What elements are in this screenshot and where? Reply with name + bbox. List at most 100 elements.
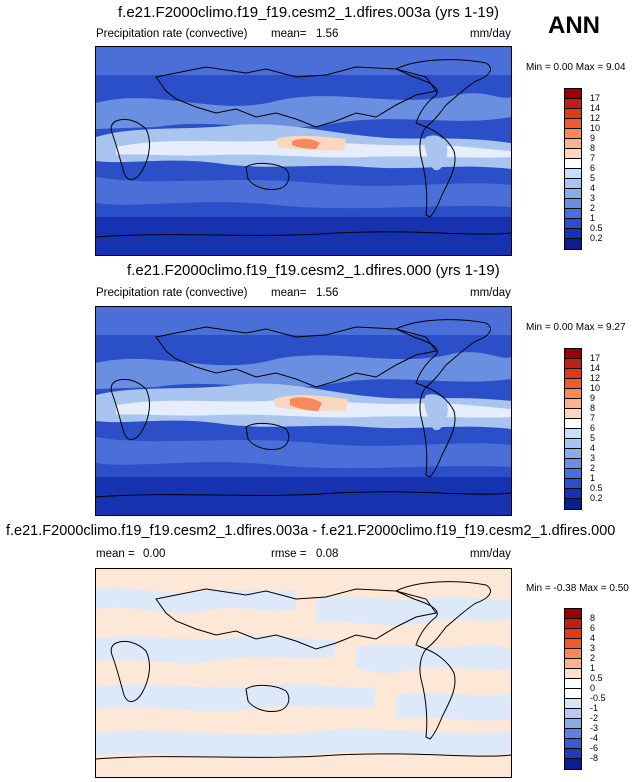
- colorbar-cell: [565, 139, 581, 149]
- colorbar-cell: [565, 689, 581, 699]
- panel2-variable: Precipitation rate (convective): [96, 287, 248, 299]
- colorbar-cell: [565, 89, 581, 99]
- panel2-title: f.e21.F2000climo.f19_f19.cesm2_1.dfires.…: [127, 262, 500, 279]
- colorbar-cell: [565, 199, 581, 209]
- panel2-mean-value: 1.56: [316, 287, 339, 299]
- panel2-colorbar-tick: 2: [590, 463, 596, 473]
- colorbar-cell: [565, 99, 581, 109]
- colorbar-cell: [565, 129, 581, 139]
- colorbar-cell: [565, 359, 581, 369]
- panel2-colorbar-tick: 5: [590, 433, 596, 443]
- panel1-colorbar-tick: 8: [590, 143, 596, 153]
- colorbar-cell: [565, 639, 581, 649]
- panel3-colorbar-tick: 6: [590, 623, 596, 633]
- panel3-colorbar-tick: -2: [590, 713, 599, 723]
- colorbar-cell: [565, 749, 581, 759]
- panel3-colorbar-tick: -1: [590, 703, 599, 713]
- panel1-map-plot: [96, 47, 511, 255]
- panel1-colorbar-tick: 12: [590, 113, 601, 123]
- panel2-colorbar-tick: 17: [590, 353, 601, 363]
- panel3-colorbar-tick: 1: [590, 663, 596, 673]
- panel2-colorbar-tick: 10: [590, 383, 601, 393]
- panel1-colorbar: [564, 88, 582, 250]
- colorbar-cell: [565, 399, 581, 409]
- colorbar-cell: [565, 149, 581, 159]
- panel3-colorbar-tick: 8: [590, 613, 596, 623]
- colorbar-cell: [565, 499, 581, 509]
- panel1-colorbar-cells: [565, 89, 581, 249]
- panel1-colorbar-tick: 5: [590, 173, 596, 183]
- panel1-colorbar-tick: 10: [590, 123, 601, 133]
- colorbar-cell: [565, 489, 581, 499]
- panel1-colorbar-tick: 3: [590, 193, 596, 203]
- panel2-map: [95, 306, 512, 516]
- panel3-minmax: Min = -0.38 Max = 0.50: [526, 583, 629, 594]
- panel1-mean-label: mean=: [271, 28, 307, 40]
- colorbar-cell: [565, 179, 581, 189]
- panel3-rmse-value: 0.08: [316, 548, 339, 560]
- panel3-colorbar-tick: 0: [590, 683, 596, 693]
- panel1-colorbar-tick: 2: [590, 203, 596, 213]
- colorbar-cell: [565, 219, 581, 229]
- panel2-colorbar-tick: 7: [590, 413, 596, 423]
- panel3-map-plot: [96, 569, 511, 777]
- panel2-colorbar: [564, 348, 582, 510]
- panel3-colorbar-tick: -4: [590, 733, 599, 743]
- panel1-colorbar-tick: 1: [590, 213, 596, 223]
- colorbar-cell: [565, 439, 581, 449]
- panel3-colorbar-tick: -3: [590, 723, 599, 733]
- colorbar-cell: [565, 459, 581, 469]
- panel3-colorbar-tick: -6: [590, 743, 599, 753]
- colorbar-cell: [565, 239, 581, 249]
- panel2-colorbar-tick: 9: [590, 393, 596, 403]
- panel2-colorbar-tick: 14: [590, 363, 601, 373]
- colorbar-cell: [565, 119, 581, 129]
- colorbar-cell: [565, 759, 581, 769]
- panel3-colorbar-tick: -0.5: [590, 693, 606, 703]
- colorbar-cell: [565, 209, 581, 219]
- panel1-mean-value: 1.56: [316, 28, 339, 40]
- panel2-mean-label: mean=: [271, 287, 307, 299]
- panel3-map: [95, 568, 512, 778]
- panel3-mean-value: 0.00: [143, 548, 166, 560]
- panel3-colorbar-tick: 4: [590, 633, 596, 643]
- panel2-colorbar-tick: 0.5: [590, 483, 603, 493]
- panel1-colorbar-tick: 0.2: [590, 233, 603, 243]
- panel2-colorbar-tick: 4: [590, 443, 596, 453]
- panel2-colorbar-tick: 1: [590, 473, 596, 483]
- colorbar-cell: [565, 189, 581, 199]
- panel1-units: mm/day: [470, 28, 511, 40]
- panel1-colorbar-tick: 6: [590, 163, 596, 173]
- panel2-colorbar-cells: [565, 349, 581, 509]
- panel2-colorbar-tick: 0.2: [590, 493, 603, 503]
- colorbar-cell: [565, 699, 581, 709]
- colorbar-cell: [565, 229, 581, 239]
- panel1-colorbar-tick: 17: [590, 93, 601, 103]
- panel1-colorbar-tick: 9: [590, 133, 596, 143]
- panel1-minmax: Min = 0.00 Max = 9.04: [526, 62, 626, 73]
- panel2-colorbar-tick: 8: [590, 403, 596, 413]
- colorbar-cell: [565, 739, 581, 749]
- colorbar-cell: [565, 429, 581, 439]
- panel3-mean-label: mean =: [96, 548, 135, 560]
- panel3-colorbar-tick: 2: [590, 653, 596, 663]
- colorbar-cell: [565, 409, 581, 419]
- colorbar-cell: [565, 169, 581, 179]
- colorbar-cell: [565, 159, 581, 169]
- colorbar-cell: [565, 649, 581, 659]
- panel1-title: f.e21.F2000climo.f19_f19.cesm2_1.dfires.…: [118, 4, 500, 21]
- colorbar-cell: [565, 629, 581, 639]
- panel1-variable: Precipitation rate (convective): [96, 28, 248, 40]
- colorbar-cell: [565, 709, 581, 719]
- panel1-colorbar-tick: 0.5: [590, 223, 603, 233]
- panel3-colorbar: [564, 608, 582, 770]
- panel2-map-plot: [96, 307, 511, 515]
- colorbar-cell: [565, 369, 581, 379]
- colorbar-cell: [565, 729, 581, 739]
- colorbar-cell: [565, 669, 581, 679]
- colorbar-cell: [565, 609, 581, 619]
- panel1-colorbar-tick: 14: [590, 103, 601, 113]
- colorbar-cell: [565, 109, 581, 119]
- panel3-colorbar-tick: -8: [590, 753, 599, 763]
- colorbar-cell: [565, 619, 581, 629]
